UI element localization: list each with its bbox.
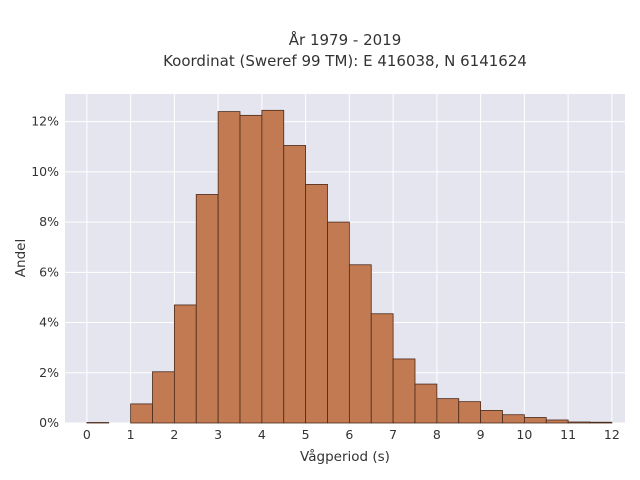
x-tick-label: 9 bbox=[477, 427, 485, 442]
x-tick-label: 11 bbox=[560, 427, 576, 442]
chart-title-line2: Koordinat (Sweref 99 TM): E 416038, N 61… bbox=[163, 52, 527, 70]
histogram-bar[interactable] bbox=[392, 358, 416, 424]
y-tick-label: 2% bbox=[39, 365, 59, 380]
histogram-bar[interactable] bbox=[348, 264, 372, 424]
y-axis-ticks: 0% 2% 4% 6% 8% 10% 12% bbox=[31, 114, 59, 430]
y-tick-label: 12% bbox=[31, 114, 59, 129]
y-tick-label: 10% bbox=[31, 164, 59, 179]
histogram-bar[interactable] bbox=[480, 410, 503, 424]
x-tick-label: 7 bbox=[389, 427, 397, 442]
histogram-bar[interactable] bbox=[370, 313, 394, 424]
histogram-bar[interactable] bbox=[261, 109, 285, 424]
x-axis-title: Vågperiod (s) bbox=[300, 448, 390, 465]
x-tick-label: 0 bbox=[83, 427, 91, 442]
y-tick-label: 6% bbox=[39, 264, 59, 279]
chart-title-line1: År 1979 - 2019 bbox=[289, 30, 402, 49]
histogram-bar[interactable] bbox=[414, 383, 438, 424]
histogram-bar[interactable] bbox=[283, 145, 307, 424]
histogram-bar[interactable] bbox=[173, 304, 197, 424]
histogram-bar[interactable] bbox=[327, 221, 350, 424]
histogram-bar[interactable] bbox=[195, 194, 219, 424]
y-tick-label: 8% bbox=[39, 214, 59, 229]
y-tick-label: 0% bbox=[39, 415, 59, 430]
histogram-bar[interactable] bbox=[436, 398, 460, 424]
histogram-bar[interactable] bbox=[567, 421, 591, 424]
x-tick-label: 1 bbox=[127, 427, 135, 442]
y-axis-title: Andel bbox=[13, 239, 29, 277]
x-tick-label: 4 bbox=[258, 427, 266, 442]
histogram-bar[interactable] bbox=[130, 403, 153, 424]
histogram-bar[interactable] bbox=[545, 419, 569, 424]
x-tick-label: 3 bbox=[214, 427, 222, 442]
x-axis-ticks: 0 1 2 3 4 5 6 7 8 9 10 11 12 bbox=[83, 427, 620, 442]
histogram-bar[interactable] bbox=[305, 184, 328, 424]
x-tick-label: 8 bbox=[433, 427, 441, 442]
histogram-bar[interactable] bbox=[589, 421, 613, 424]
histogram-bar[interactable] bbox=[458, 401, 482, 424]
histogram-bar[interactable] bbox=[86, 422, 110, 424]
y-tick-label: 4% bbox=[39, 315, 59, 330]
histogram-bars bbox=[86, 109, 613, 424]
x-tick-label: 10 bbox=[516, 427, 532, 442]
histogram-bar[interactable] bbox=[217, 111, 241, 424]
x-tick-label: 5 bbox=[302, 427, 310, 442]
x-tick-label: 6 bbox=[345, 427, 353, 442]
x-tick-label: 12 bbox=[604, 427, 620, 442]
histogram-bar[interactable] bbox=[152, 371, 175, 424]
histogram-bar[interactable] bbox=[523, 417, 547, 424]
x-tick-label: 2 bbox=[170, 427, 178, 442]
histogram-bar[interactable] bbox=[502, 414, 525, 424]
histogram-bar[interactable] bbox=[239, 114, 263, 424]
